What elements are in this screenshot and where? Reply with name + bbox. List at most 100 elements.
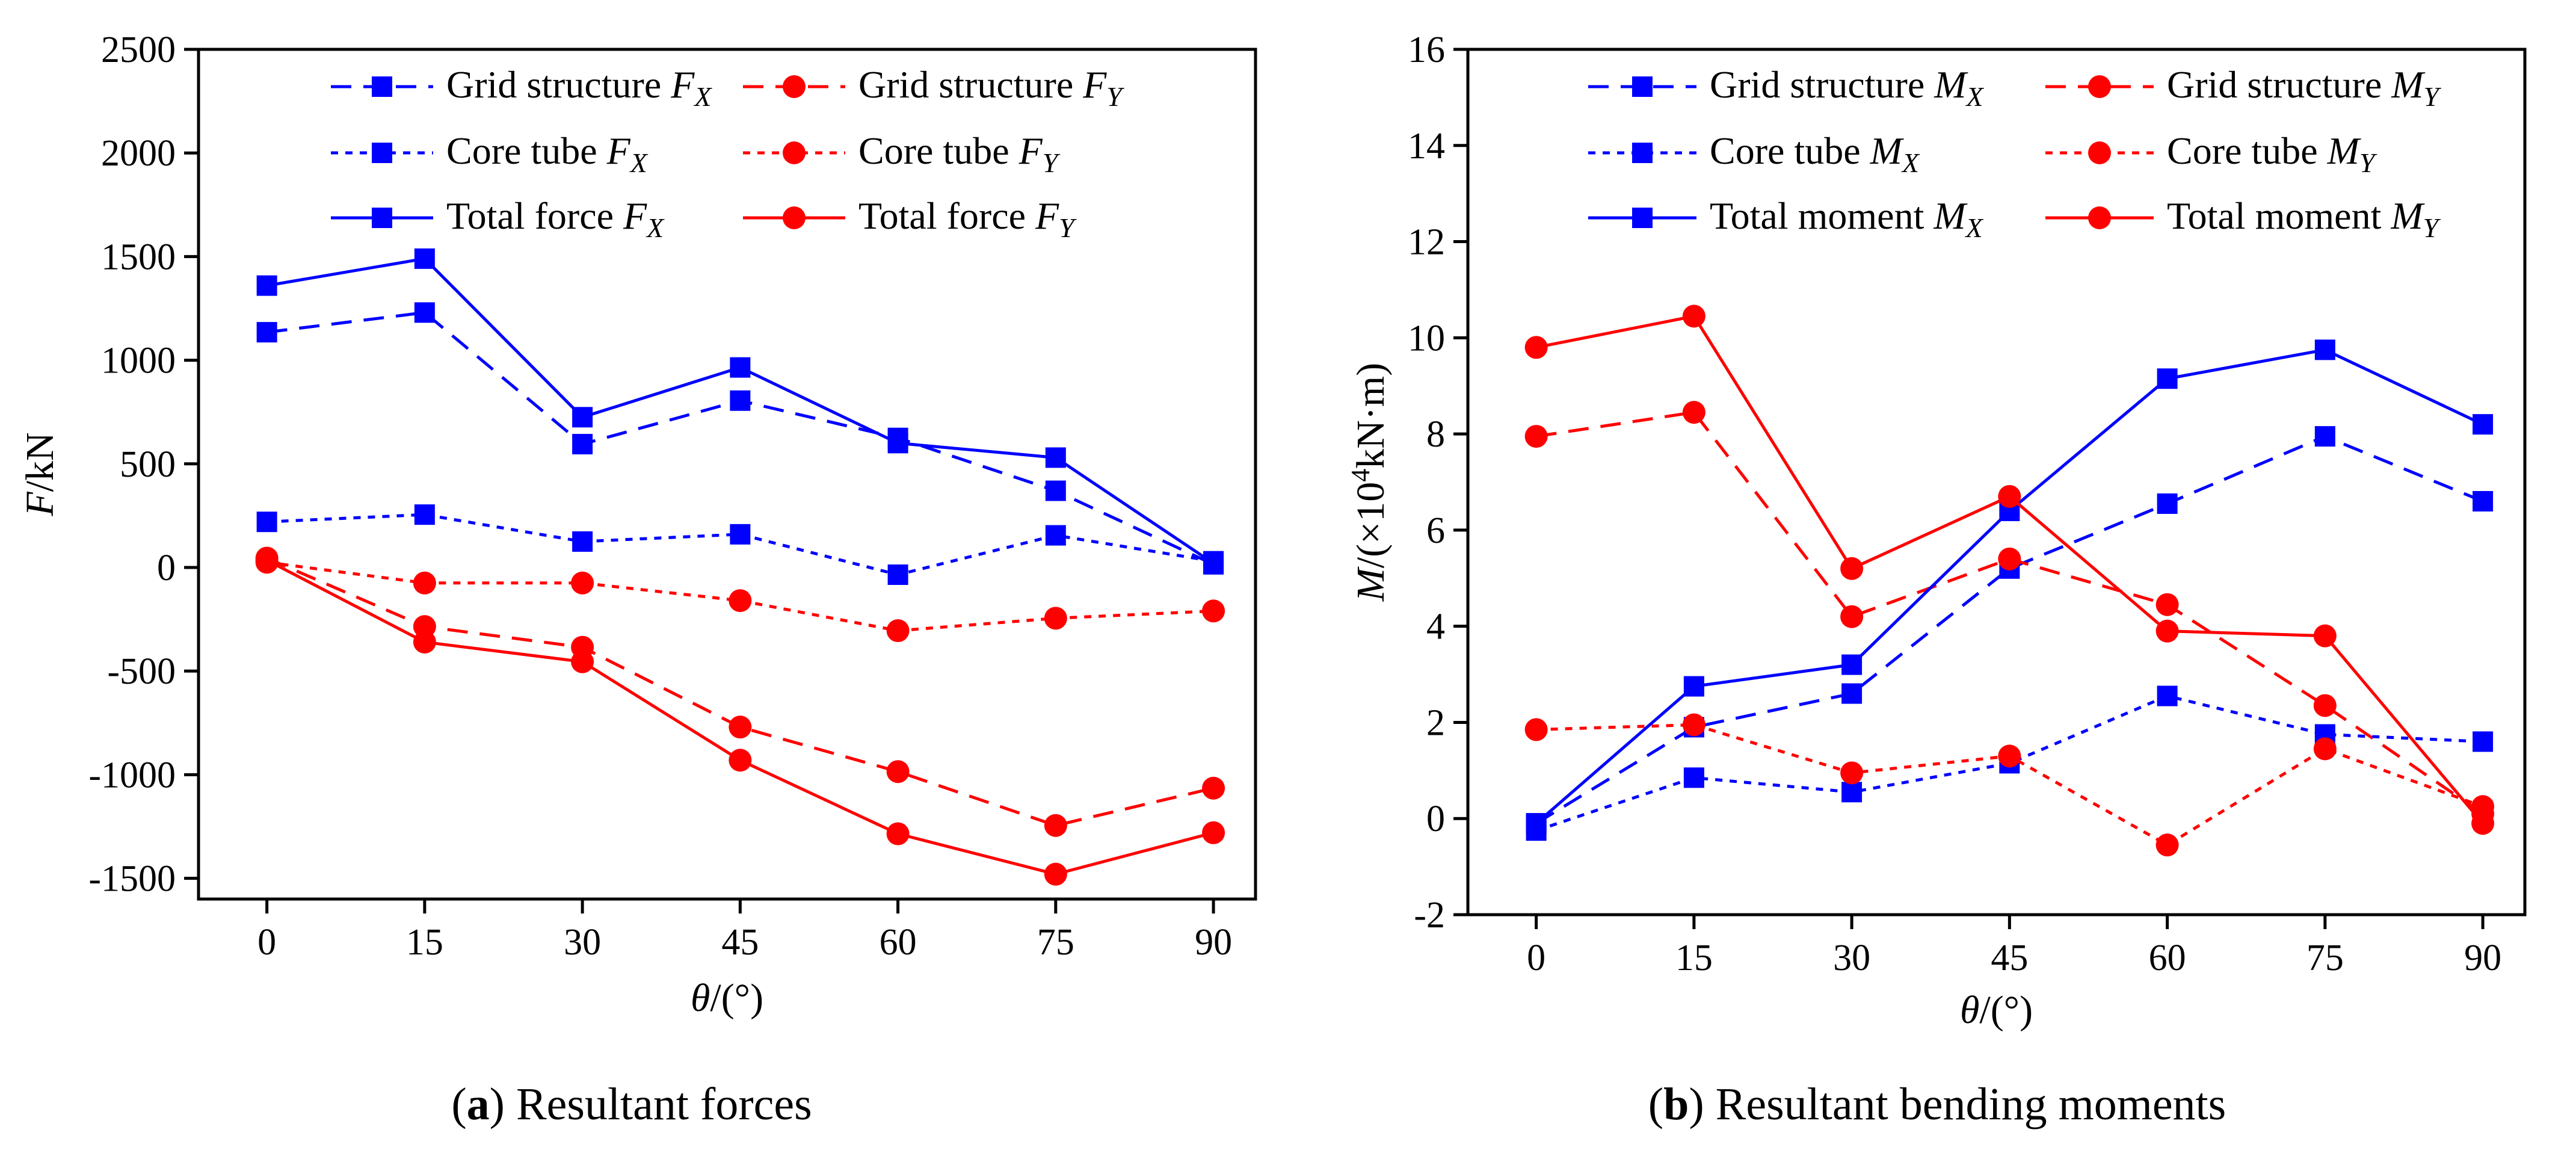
a-data-point: [1203, 553, 1224, 574]
b-y-tick-label: 10: [1408, 318, 1445, 359]
a-data-point: [572, 407, 593, 428]
a-legend-label: Total force FY: [858, 194, 1077, 243]
a-legend-marker: [783, 75, 806, 98]
a-data-point: [413, 630, 436, 654]
a-y-tick-label: -500: [107, 651, 176, 692]
chart-b-resultant-moments: 0 15 30 45 60 75 90 -2 0 2 4 6 8 10 12 14 16 θ/(°) M/(×104…: [1346, 29, 2527, 1032]
a-data-point: [414, 302, 435, 323]
b-legend-marker: [2088, 206, 2111, 229]
a-y-tick-label: 1000: [101, 341, 176, 382]
a-series-5: [255, 548, 1225, 886]
b-data-point: [1840, 557, 1864, 580]
b-y-tick-label: 12: [1408, 222, 1445, 263]
b-data-point: [2155, 593, 2179, 616]
b-y-tick-label: 2: [1426, 702, 1445, 743]
a-legend-marker: [783, 141, 806, 164]
caption-b-letter: b: [1663, 1079, 1689, 1130]
a-data-point: [730, 357, 751, 378]
a-x-tick-label: 75: [1037, 922, 1074, 963]
b-legend-label: Total moment MX: [1710, 194, 1984, 243]
b-legend-label: Core tube MX: [1710, 129, 1920, 178]
b-data-point: [1683, 767, 1704, 788]
b-legend-item-1: Grid structure MY: [2045, 63, 2442, 112]
a-legend-label: Grid structure FY: [858, 63, 1124, 112]
a-legend-item-1: Grid structure FY: [743, 63, 1124, 112]
b-legend-label: Grid structure MX: [1710, 63, 1985, 112]
b-series-5: [1524, 304, 2495, 835]
a-y-tick-label: 1500: [101, 236, 176, 277]
b-data-point: [2155, 833, 2179, 857]
a-data-point: [572, 434, 593, 455]
b-series-2: [1526, 685, 2494, 841]
b-series-3: [1524, 713, 2495, 857]
b-data-point: [1998, 484, 2021, 508]
a-series-2: [256, 504, 1224, 586]
a-y-axis-title: F/kN: [18, 432, 62, 516]
a-x-tick-label: 0: [257, 922, 276, 963]
b-data-point: [1841, 683, 1863, 704]
a-data-point: [255, 548, 279, 572]
b-x-tick-label: 75: [2306, 938, 2344, 978]
b-x-tick-label: 45: [1991, 938, 2028, 978]
a-y-tick-label: 2000: [101, 133, 176, 174]
a-legend-item-0: Grid structure FX: [331, 63, 712, 112]
a-data-point: [1044, 862, 1067, 886]
a-data-point: [1044, 814, 1067, 837]
caption-a: (a) Resultant forces: [451, 1079, 812, 1130]
a-y-tick-label: -1500: [88, 859, 176, 900]
a-legend-label: Total force FX: [446, 194, 665, 243]
b-data-point: [1524, 718, 1548, 741]
b-legend-marker: [1632, 208, 1653, 228]
b-data-point: [1840, 605, 1864, 628]
b-legend-item-2: Core tube MX: [1588, 129, 1920, 178]
b-legend-marker: [2088, 141, 2111, 164]
a-y-tick-label: 500: [120, 444, 176, 485]
caption-a-text: Resultant forces: [505, 1079, 812, 1130]
b-x-tick-label: 0: [1527, 938, 1545, 978]
b-x-tick-label: 60: [2149, 938, 2186, 978]
a-x-tick-label: 90: [1195, 922, 1232, 963]
b-data-point: [2313, 624, 2337, 648]
a-legend-marker: [372, 143, 392, 163]
b-legend-item-4: Total moment MX: [1588, 194, 1984, 243]
b-x-tick-label: 15: [1675, 938, 1713, 978]
a-data-point: [413, 571, 436, 595]
a-data-point: [729, 589, 752, 613]
a-data-point: [730, 390, 751, 411]
a-data-point: [886, 619, 910, 643]
b-data-point: [2473, 490, 2494, 512]
b-legend-label: Total moment MY: [2167, 194, 2441, 243]
b-y-tick-label: 6: [1426, 510, 1445, 551]
b-data-point: [1682, 401, 1706, 424]
a-legend-label: Grid structure FX: [446, 63, 712, 112]
a-data-point: [256, 275, 277, 296]
a-series-line: [267, 513, 1214, 576]
a-data-point: [887, 433, 908, 454]
a-data-point: [887, 564, 908, 586]
a-x-tick-label: 15: [406, 922, 443, 963]
b-data-point: [1524, 336, 1548, 359]
a-data-point: [1045, 480, 1066, 501]
b-data-point: [2314, 339, 2335, 360]
b-series-line: [1536, 723, 2483, 847]
a-data-point: [256, 322, 277, 343]
b-legend-label: Core tube MY: [2167, 129, 2377, 178]
b-legend-marker: [1632, 76, 1653, 97]
caption-a-letter: a: [467, 1079, 490, 1130]
a-data-point: [886, 822, 910, 845]
a-y-tick-label: 0: [157, 548, 176, 589]
b-data-point: [2471, 812, 2495, 835]
b-legend-item-3: Core tube MY: [2045, 129, 2377, 178]
b-x-tick-label: 30: [1833, 938, 1870, 978]
caption-b-text: Resultant bending moments: [1704, 1079, 2226, 1130]
a-x-tick-label: 60: [880, 922, 917, 963]
a-legend-marker: [372, 208, 392, 228]
b-series-4: [1526, 339, 2494, 834]
a-x-axis-title: θ/(°): [691, 976, 763, 1020]
b-data-point: [2313, 694, 2337, 717]
b-data-point: [2313, 737, 2337, 761]
b-legend-item-0: Grid structure MX: [1588, 63, 1985, 112]
b-y-tick-label: 4: [1426, 607, 1445, 648]
b-y-tick-label: 14: [1408, 126, 1445, 167]
b-data-point: [1524, 425, 1548, 448]
